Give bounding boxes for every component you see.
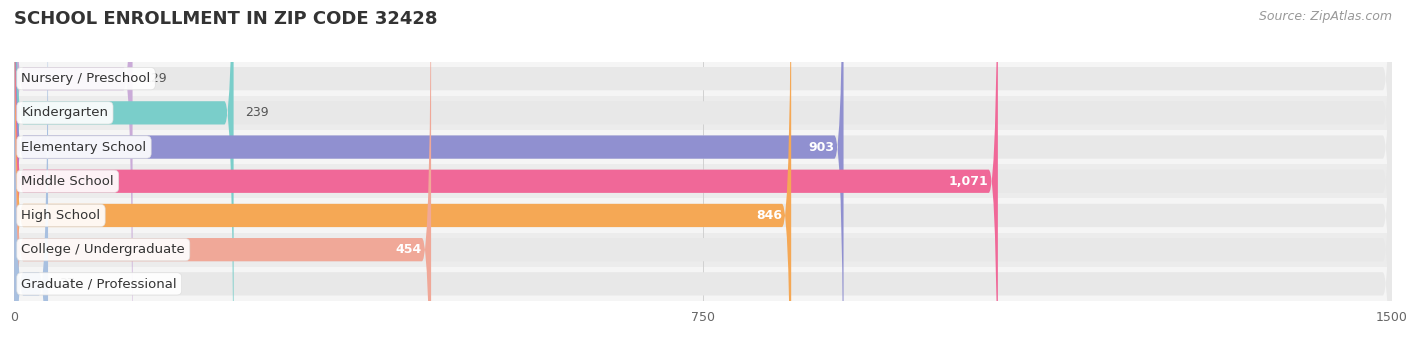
Text: 454: 454 bbox=[395, 243, 422, 256]
FancyBboxPatch shape bbox=[14, 0, 792, 342]
FancyBboxPatch shape bbox=[14, 0, 1392, 342]
FancyBboxPatch shape bbox=[14, 0, 1392, 342]
FancyBboxPatch shape bbox=[14, 0, 1392, 342]
FancyBboxPatch shape bbox=[14, 267, 1392, 301]
Text: 37: 37 bbox=[59, 277, 75, 290]
FancyBboxPatch shape bbox=[14, 0, 1392, 342]
Text: 903: 903 bbox=[808, 141, 834, 154]
Text: Middle School: Middle School bbox=[21, 175, 114, 188]
FancyBboxPatch shape bbox=[14, 0, 48, 342]
Text: Kindergarten: Kindergarten bbox=[21, 106, 108, 119]
FancyBboxPatch shape bbox=[14, 0, 132, 342]
FancyBboxPatch shape bbox=[14, 198, 1392, 233]
FancyBboxPatch shape bbox=[14, 0, 432, 342]
FancyBboxPatch shape bbox=[14, 0, 844, 342]
FancyBboxPatch shape bbox=[14, 164, 1392, 198]
Text: Nursery / Preschool: Nursery / Preschool bbox=[21, 72, 150, 85]
Text: 1,071: 1,071 bbox=[949, 175, 988, 188]
Text: 129: 129 bbox=[143, 72, 167, 85]
FancyBboxPatch shape bbox=[14, 130, 1392, 164]
FancyBboxPatch shape bbox=[14, 0, 1392, 342]
FancyBboxPatch shape bbox=[14, 0, 233, 342]
FancyBboxPatch shape bbox=[14, 0, 1392, 342]
FancyBboxPatch shape bbox=[14, 0, 998, 342]
Text: 239: 239 bbox=[245, 106, 269, 119]
Text: Source: ZipAtlas.com: Source: ZipAtlas.com bbox=[1258, 10, 1392, 23]
Text: Graduate / Professional: Graduate / Professional bbox=[21, 277, 177, 290]
Text: High School: High School bbox=[21, 209, 101, 222]
FancyBboxPatch shape bbox=[14, 96, 1392, 130]
Text: College / Undergraduate: College / Undergraduate bbox=[21, 243, 186, 256]
FancyBboxPatch shape bbox=[14, 233, 1392, 267]
FancyBboxPatch shape bbox=[14, 62, 1392, 96]
Text: 846: 846 bbox=[756, 209, 782, 222]
FancyBboxPatch shape bbox=[14, 0, 1392, 342]
Text: Elementary School: Elementary School bbox=[21, 141, 146, 154]
Text: SCHOOL ENROLLMENT IN ZIP CODE 32428: SCHOOL ENROLLMENT IN ZIP CODE 32428 bbox=[14, 10, 437, 28]
